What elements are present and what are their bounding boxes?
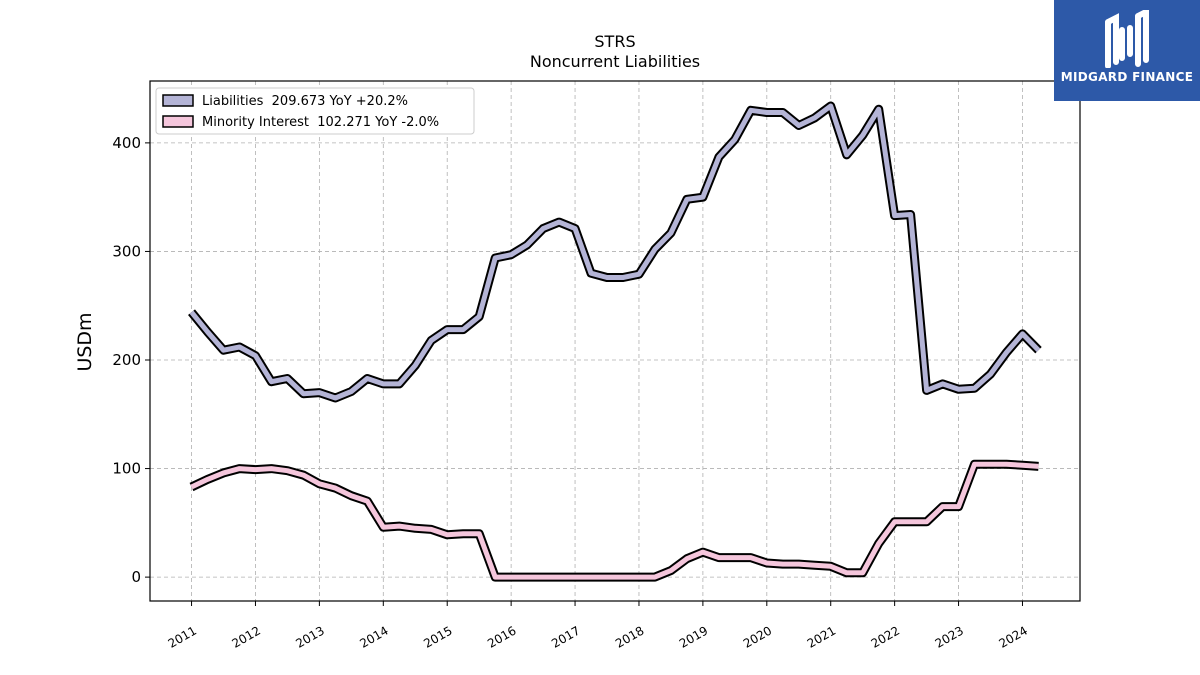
y-tick-label: 200 bbox=[112, 351, 141, 369]
x-tick-label: 2024 bbox=[997, 623, 1030, 650]
y-tick-label: 400 bbox=[112, 134, 141, 152]
brand-logo: MIDGARD FINANCE bbox=[1054, 0, 1200, 101]
legend-label-minority-interest: Minority Interest 102.271 YoY -2.0% bbox=[202, 115, 439, 130]
y-tick-label: 100 bbox=[112, 460, 141, 478]
legend-swatch-minority-interest bbox=[162, 115, 194, 128]
grid bbox=[150, 81, 1080, 601]
series-line-1 bbox=[190, 461, 1039, 580]
chart-subtitle: Noncurrent Liabilities bbox=[530, 52, 700, 71]
x-tick-label: 2014 bbox=[357, 623, 390, 650]
x-tick-label: 2016 bbox=[485, 623, 518, 650]
legend-box bbox=[155, 87, 475, 135]
x-tick-label: 2021 bbox=[805, 623, 838, 650]
x-tick-label: 2018 bbox=[613, 623, 646, 650]
x-tick-label: 2011 bbox=[166, 623, 199, 650]
x-tick-label: 2013 bbox=[293, 623, 326, 650]
legend-label-liabilities: Liabilities 209.673 YoY +20.2% bbox=[202, 94, 408, 109]
x-tick-label: 2015 bbox=[421, 623, 454, 650]
y-tick-label: 300 bbox=[112, 242, 141, 260]
legend: Liabilities 209.673 YoY +20.2% Minority … bbox=[155, 87, 475, 135]
x-tick-label: 2012 bbox=[230, 623, 263, 650]
x-tick-label: 2022 bbox=[869, 623, 902, 650]
x-tick-label: 2023 bbox=[933, 623, 966, 650]
chart-title: STRS bbox=[594, 32, 635, 51]
x-tick-label: 2020 bbox=[741, 623, 774, 650]
x-tick-label: 2017 bbox=[549, 623, 582, 650]
y-tick-label: 0 bbox=[131, 568, 141, 586]
y-axis-label: USDm bbox=[74, 312, 96, 371]
logo-mark-icon bbox=[1105, 10, 1149, 68]
plot-frame bbox=[149, 80, 1081, 602]
x-tick-label: 2019 bbox=[677, 623, 710, 650]
series-layer bbox=[188, 101, 1042, 582]
series-line-0 bbox=[189, 103, 1041, 401]
legend-swatch-liabilities bbox=[162, 94, 194, 107]
series-outline-0 bbox=[188, 101, 1042, 403]
logo-text: MIDGARD FINANCE bbox=[1060, 70, 1194, 84]
